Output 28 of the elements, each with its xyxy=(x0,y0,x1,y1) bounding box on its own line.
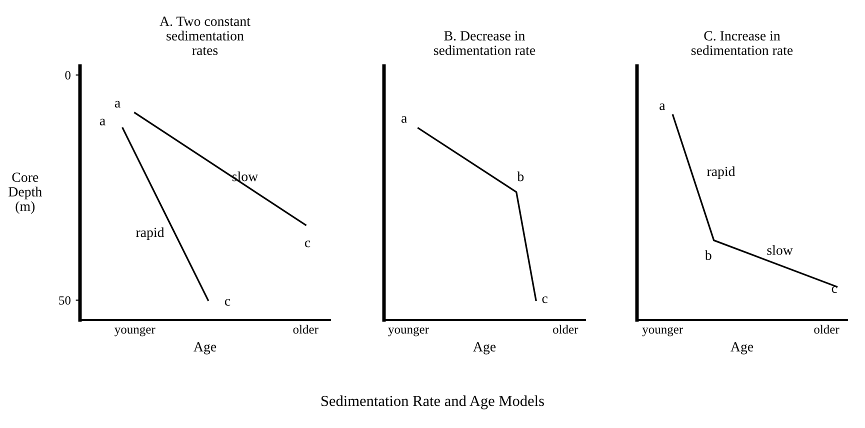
annotation: a xyxy=(100,118,106,126)
text: Sedimentation Rate and Age Models xyxy=(322,395,544,410)
annotation: b xyxy=(704,250,712,260)
annotation: b xyxy=(517,171,524,182)
annotation: c xyxy=(542,296,548,304)
annotation: c xyxy=(224,299,230,306)
annotation: a xyxy=(402,116,407,123)
chart-title: B. Decrease in sedimentation rate xyxy=(434,31,536,56)
y-tick-label: 0 xyxy=(65,71,70,80)
y-tick-label: 50 xyxy=(59,296,70,305)
x-tick-label: older xyxy=(814,324,840,334)
x-axis-title: Age xyxy=(473,342,496,354)
x-tick-label: older xyxy=(293,324,318,334)
annotation: a xyxy=(660,103,666,110)
x-tick-label: older xyxy=(553,324,578,334)
annotation: a xyxy=(114,100,120,108)
chart-title: C. Increase in sedimentation rate xyxy=(691,31,793,56)
x-axis-title: Age xyxy=(194,342,216,354)
y-axis-title: Core Depth (m) xyxy=(8,172,42,214)
x-axis-title: Age xyxy=(730,342,754,354)
annotation: rapid xyxy=(707,166,736,179)
x-tick-label: younger xyxy=(114,327,156,336)
annotation: c xyxy=(304,240,310,248)
annotation: slow xyxy=(767,245,793,255)
x-tick-label: younger xyxy=(388,327,429,336)
annotation: rapid xyxy=(136,227,164,240)
x-tick-label: younger xyxy=(642,327,683,336)
chart-title: A. Two constant sedimentation rates xyxy=(160,16,250,56)
